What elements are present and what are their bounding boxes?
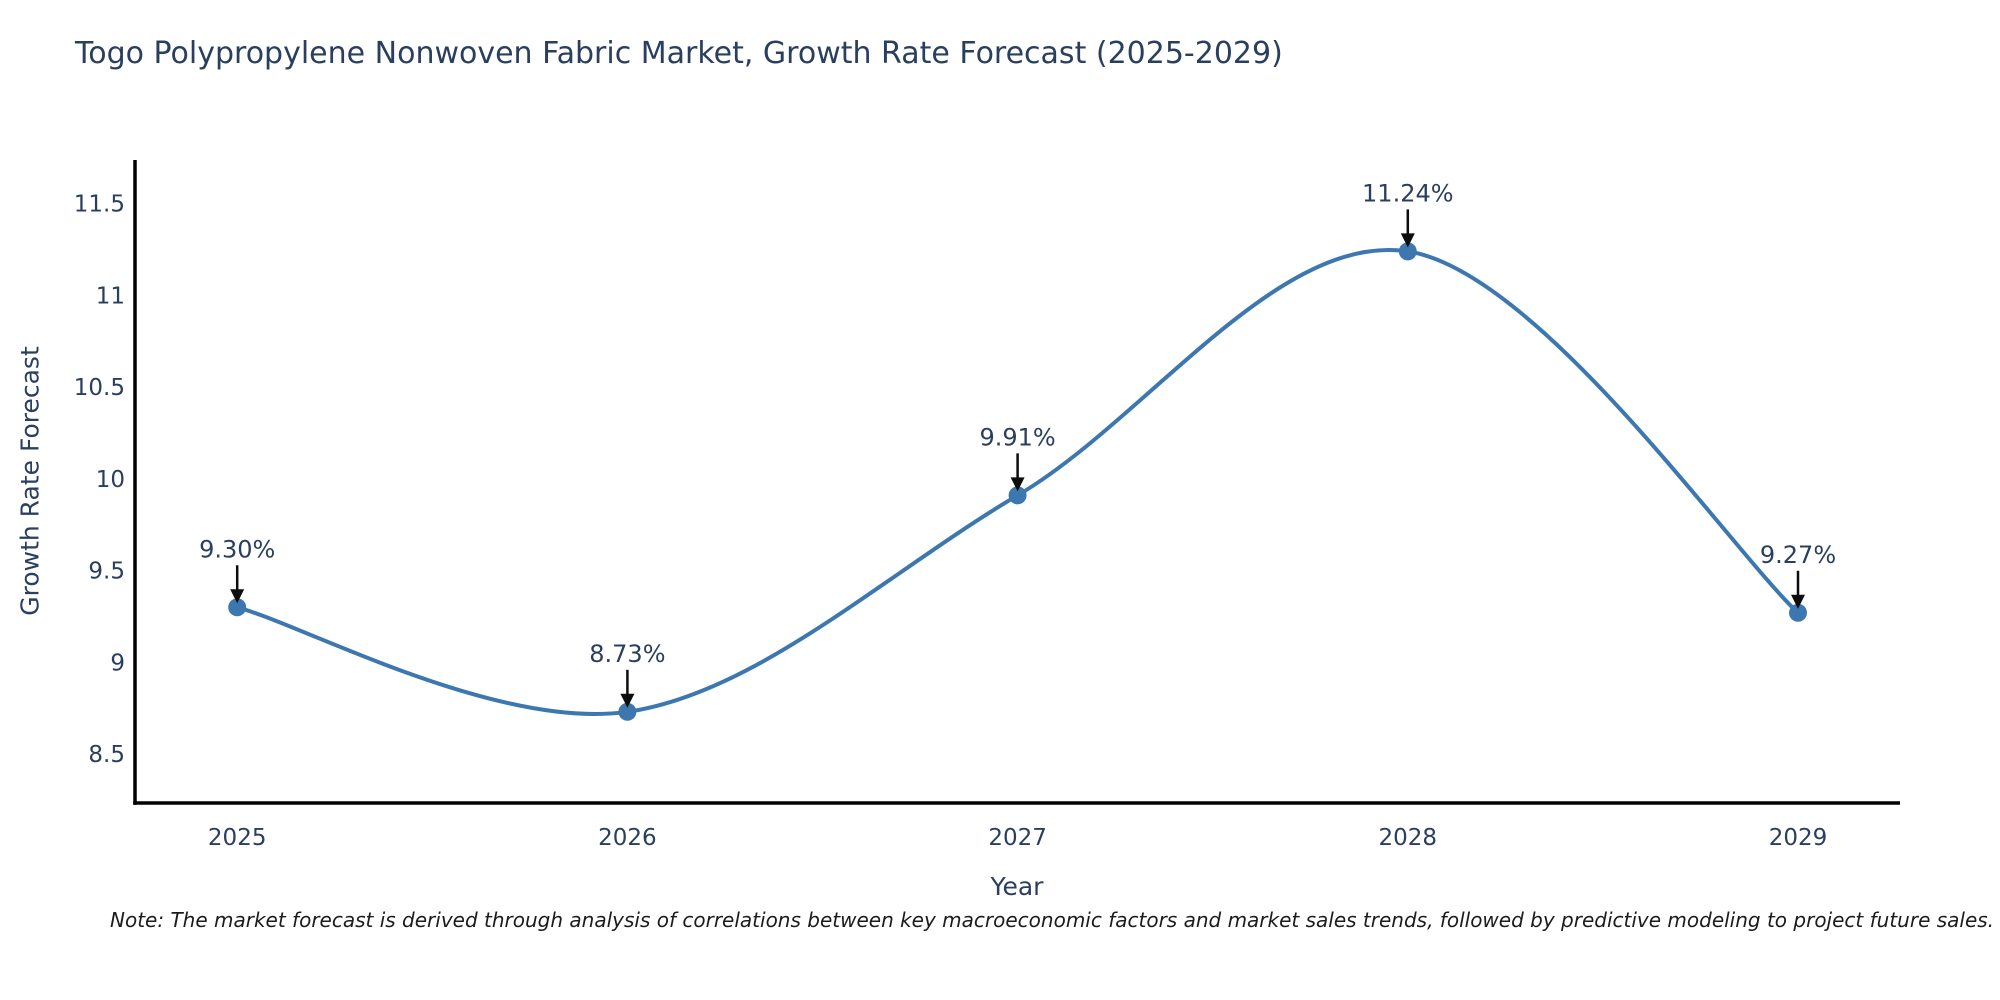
y-tick-label: 8.5 — [88, 742, 125, 768]
point-label-2027: 9.91% — [979, 423, 1055, 451]
y-tick-label: 11.5 — [74, 192, 125, 218]
chart-footnote: Note: The market forecast is derived thr… — [110, 908, 1995, 932]
x-tick-label: 2026 — [598, 825, 657, 851]
y-tick-label: 10 — [96, 467, 125, 493]
data-point-2028 — [1398, 242, 1417, 261]
point-label-2028: 11.24% — [1362, 179, 1454, 207]
annotation-arrowhead-icon — [1400, 233, 1415, 248]
forecast-line — [235, 247, 1800, 716]
point-label-2025: 9.30% — [199, 535, 275, 563]
annotation-arrowhead-icon — [230, 589, 245, 604]
x-tick-label: 2029 — [1769, 825, 1828, 851]
data-point-2029 — [1789, 603, 1807, 622]
y-tick-label: 10.5 — [74, 375, 125, 401]
data-point-2025 — [228, 598, 247, 617]
y-tick-label: 9 — [110, 650, 125, 676]
annotation-arrowhead-icon — [1010, 477, 1025, 492]
chart-title: Togo Polypropylene Nonwoven Fabric Marke… — [75, 36, 1283, 71]
data-point-2027 — [1008, 486, 1027, 505]
y-tick-label: 11 — [96, 283, 125, 309]
y-tick-label: 9.5 — [88, 559, 125, 585]
y-axis-title: Growth Rate Forecast — [15, 346, 45, 616]
point-label-2029: 9.27% — [1760, 541, 1836, 569]
data-point-2026 — [618, 702, 637, 721]
annotation-arrowhead-icon — [1791, 594, 1805, 609]
x-tick-label: 2025 — [208, 825, 267, 851]
x-axis-title: Year — [990, 872, 1044, 901]
annotation-arrowhead-icon — [620, 693, 635, 708]
point-label-2026: 8.73% — [589, 640, 665, 668]
x-tick-label: 2028 — [1379, 825, 1438, 851]
x-tick-label: 2027 — [988, 825, 1047, 851]
